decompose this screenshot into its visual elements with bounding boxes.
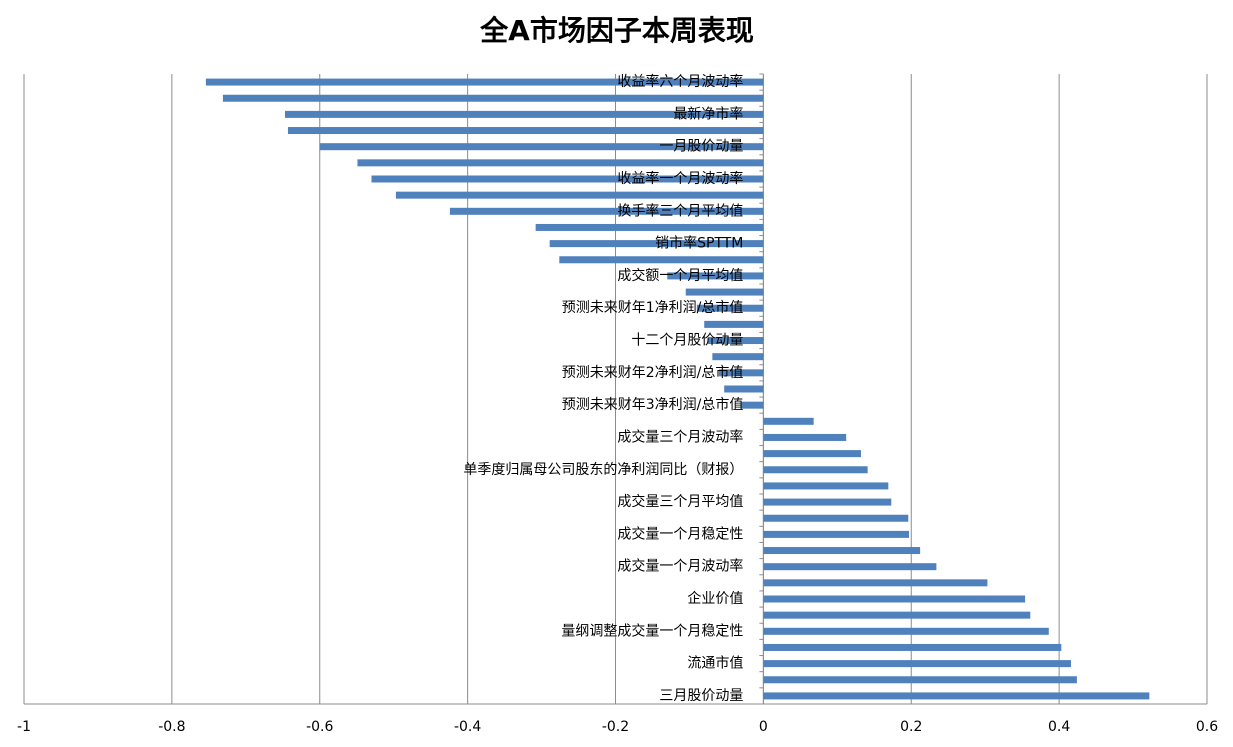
y-tick-label: 成交量三个月平均值 — [617, 493, 743, 510]
bar — [763, 466, 868, 474]
bar — [763, 627, 1049, 635]
y-tick-label: 收益率一个月波动率 — [617, 170, 743, 187]
bar — [357, 159, 764, 167]
x-tick-label: -0.2 — [602, 719, 629, 735]
x-tick-label: -1 — [17, 719, 31, 735]
bar — [319, 143, 764, 151]
bar — [763, 595, 1026, 603]
bar — [763, 482, 889, 490]
x-tick-label: -0.4 — [454, 719, 481, 735]
bar — [395, 191, 764, 199]
y-tick-label: 成交量三个月波动率 — [617, 428, 743, 445]
y-tick-label: 单季度归属母公司股东的净利润同比（财报） — [463, 461, 743, 478]
y-tick-label: 收益率六个月波动率 — [617, 73, 743, 90]
bar — [763, 579, 988, 587]
x-tick-label: -0.8 — [158, 719, 185, 735]
bar — [284, 110, 764, 118]
bar — [763, 514, 909, 522]
bar — [763, 660, 1071, 668]
bar — [667, 272, 764, 280]
bar — [549, 240, 764, 248]
bar — [685, 288, 764, 296]
bar — [719, 369, 764, 377]
x-tick-label: 0.4 — [1048, 719, 1070, 735]
bar — [222, 94, 764, 102]
bar — [559, 256, 764, 264]
y-tick-label: 三月股价动量 — [659, 688, 743, 704]
bar — [287, 127, 764, 135]
x-tick-label: 0 — [759, 719, 768, 735]
bar — [763, 676, 1077, 684]
y-tick-label: 预测未来财年3净利润/总市值 — [562, 396, 744, 413]
bar — [535, 223, 764, 231]
bar — [763, 417, 814, 425]
x-tick-label: 0.2 — [900, 719, 922, 735]
bar — [763, 530, 910, 538]
y-tick-label: 最新净市率 — [673, 105, 743, 122]
y-tick-label: 一月股价动量 — [659, 139, 743, 155]
y-tick-label: 成交量一个月稳定性 — [617, 525, 743, 542]
bar — [449, 207, 764, 215]
y-tick-label: 流通市值 — [687, 655, 743, 672]
bar — [763, 563, 937, 571]
bar — [763, 611, 1031, 619]
bar — [371, 175, 764, 183]
bar — [763, 547, 921, 555]
y-tick-label: 成交量一个月波动率 — [617, 558, 743, 575]
x-tick-label: -0.6 — [306, 719, 333, 735]
chart-title: 全A市场因子本周表现 — [479, 14, 754, 47]
bar — [763, 692, 1150, 700]
y-tick-label: 销市率SPTTM — [655, 235, 743, 252]
bar — [763, 450, 861, 458]
y-tick-label: 量纲调整成交量一个月稳定性 — [561, 622, 743, 639]
x-tick-label: 0.6 — [1196, 719, 1218, 735]
y-tick-label: 预测未来财年2净利润/总市值 — [562, 364, 744, 381]
y-tick-label: 十二个月股价动量 — [631, 333, 743, 349]
bar — [707, 337, 764, 345]
y-tick-label: 企业价值 — [687, 590, 743, 607]
bar — [763, 498, 892, 506]
bar — [205, 78, 764, 86]
bar — [704, 320, 764, 328]
bar — [763, 433, 847, 441]
y-tick-label: 换手率三个月平均值 — [617, 202, 743, 219]
bar — [712, 353, 764, 361]
bar — [724, 385, 764, 393]
y-tick-label: 成交额一个月平均值 — [617, 267, 743, 284]
bar — [763, 643, 1062, 651]
y-tick-label: 预测未来财年1净利润/总市值 — [562, 299, 744, 316]
bar — [696, 304, 764, 312]
bar — [741, 401, 764, 409]
